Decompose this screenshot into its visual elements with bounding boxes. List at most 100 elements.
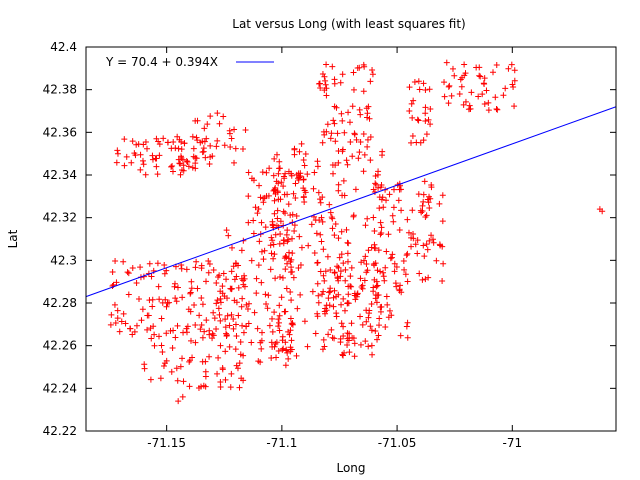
- scatter-point: [366, 115, 373, 122]
- scatter-point: [339, 117, 346, 124]
- scatter-point: [372, 327, 379, 334]
- fit-line: [85, 106, 617, 298]
- scatter-point: [481, 75, 488, 82]
- scatter-point: [439, 192, 446, 199]
- scatter-point: [357, 341, 364, 348]
- scatter-point: [476, 72, 483, 79]
- scatter-point: [243, 301, 250, 308]
- scatter-point: [263, 301, 270, 308]
- scatter-point: [241, 275, 248, 282]
- scatter-point: [269, 328, 276, 335]
- scatter-point: [335, 159, 342, 166]
- scatter-point: [373, 181, 380, 188]
- scatter-point: [171, 283, 178, 290]
- scatter-point: [274, 215, 281, 222]
- scatter-point: [365, 343, 372, 350]
- scatter-point: [199, 138, 206, 145]
- scatter-point: [408, 139, 415, 146]
- scatter-point: [328, 130, 335, 137]
- scatter-point: [302, 151, 309, 158]
- scatter-point: [344, 250, 351, 257]
- scatter-point: [246, 300, 253, 307]
- x-tick-label: -71.1: [266, 436, 297, 450]
- scatter-point: [339, 192, 346, 199]
- scatter-point: [412, 241, 419, 248]
- scatter-point: [202, 154, 209, 161]
- scatter-point: [420, 80, 427, 87]
- scatter-point: [282, 362, 289, 369]
- scatter-point: [321, 343, 328, 350]
- scatter-point: [312, 217, 319, 224]
- scatter-point: [139, 306, 146, 313]
- scatter-point: [440, 260, 447, 267]
- scatter-point: [213, 279, 220, 286]
- scatter-point: [245, 219, 252, 226]
- scatter-point: [199, 149, 206, 156]
- scatter-point: [323, 61, 330, 68]
- scatter-point: [159, 299, 166, 306]
- scatter-point: [144, 326, 151, 333]
- scatter-point: [221, 142, 228, 149]
- scatter-point: [129, 331, 136, 338]
- scatter-point: [382, 324, 389, 331]
- scatter-point: [420, 242, 427, 249]
- scatter-point: [161, 360, 168, 367]
- scatter-point: [259, 169, 266, 176]
- scatter-point: [244, 306, 251, 313]
- scatter-point: [215, 354, 222, 361]
- scatter-point: [368, 301, 375, 308]
- scatter-point: [383, 248, 390, 255]
- scatter-point: [457, 76, 464, 83]
- scatter-point: [146, 260, 153, 267]
- scatter-point: [191, 302, 198, 308]
- scatter-point: [287, 315, 294, 322]
- scatter-point: [357, 111, 364, 118]
- scatter-point: [347, 273, 354, 280]
- scatter-point: [325, 295, 332, 302]
- scatter-point: [177, 171, 184, 178]
- scatter-point: [285, 255, 292, 262]
- scatter-point: [375, 184, 382, 191]
- scatter-point: [335, 264, 342, 271]
- scatter-point: [363, 260, 370, 267]
- scatter-point: [214, 110, 221, 117]
- scatter-point: [231, 126, 238, 133]
- scatter-point: [263, 169, 270, 176]
- scatter-point: [265, 292, 272, 299]
- scatter-point: [192, 165, 199, 172]
- scatter-point: [223, 330, 230, 337]
- scatter-point: [284, 191, 291, 198]
- scatter-point: [154, 260, 161, 267]
- scatter-point: [372, 180, 379, 187]
- scatter-point: [288, 346, 295, 353]
- scatter-point: [419, 202, 426, 209]
- scatter-point: [141, 365, 148, 372]
- scatter-point: [168, 145, 175, 152]
- scatter-point: [192, 339, 199, 346]
- scatter-point: [248, 257, 255, 264]
- scatter-point: [162, 296, 169, 303]
- scatter-point: [393, 263, 400, 270]
- scatter-point: [377, 304, 384, 311]
- scatter-point: [252, 204, 259, 211]
- scatter-point: [190, 145, 197, 152]
- scatter-point: [502, 85, 509, 92]
- scatter-point: [425, 274, 432, 281]
- scatter-point: [314, 158, 321, 165]
- scatter-point: [226, 322, 233, 329]
- y-axis: 42.22 42.24 42.26 42.28 42.3 42.32 42.34 42.36 4…: [43, 40, 616, 438]
- scatter-point: [276, 312, 283, 319]
- scatter-point: [331, 335, 338, 342]
- scatter-point: [276, 302, 283, 309]
- scatter-point: [266, 165, 273, 172]
- scatter-point: [215, 305, 222, 312]
- scatter-point: [170, 327, 177, 334]
- scatter-point: [410, 235, 417, 242]
- scatter-point: [314, 310, 321, 317]
- scatter-point: [228, 370, 235, 377]
- scatter-point: [260, 256, 267, 263]
- scatter-point: [204, 121, 211, 128]
- scatter-point: [268, 250, 275, 257]
- scatter-point: [256, 238, 263, 245]
- scatter-point: [428, 232, 435, 239]
